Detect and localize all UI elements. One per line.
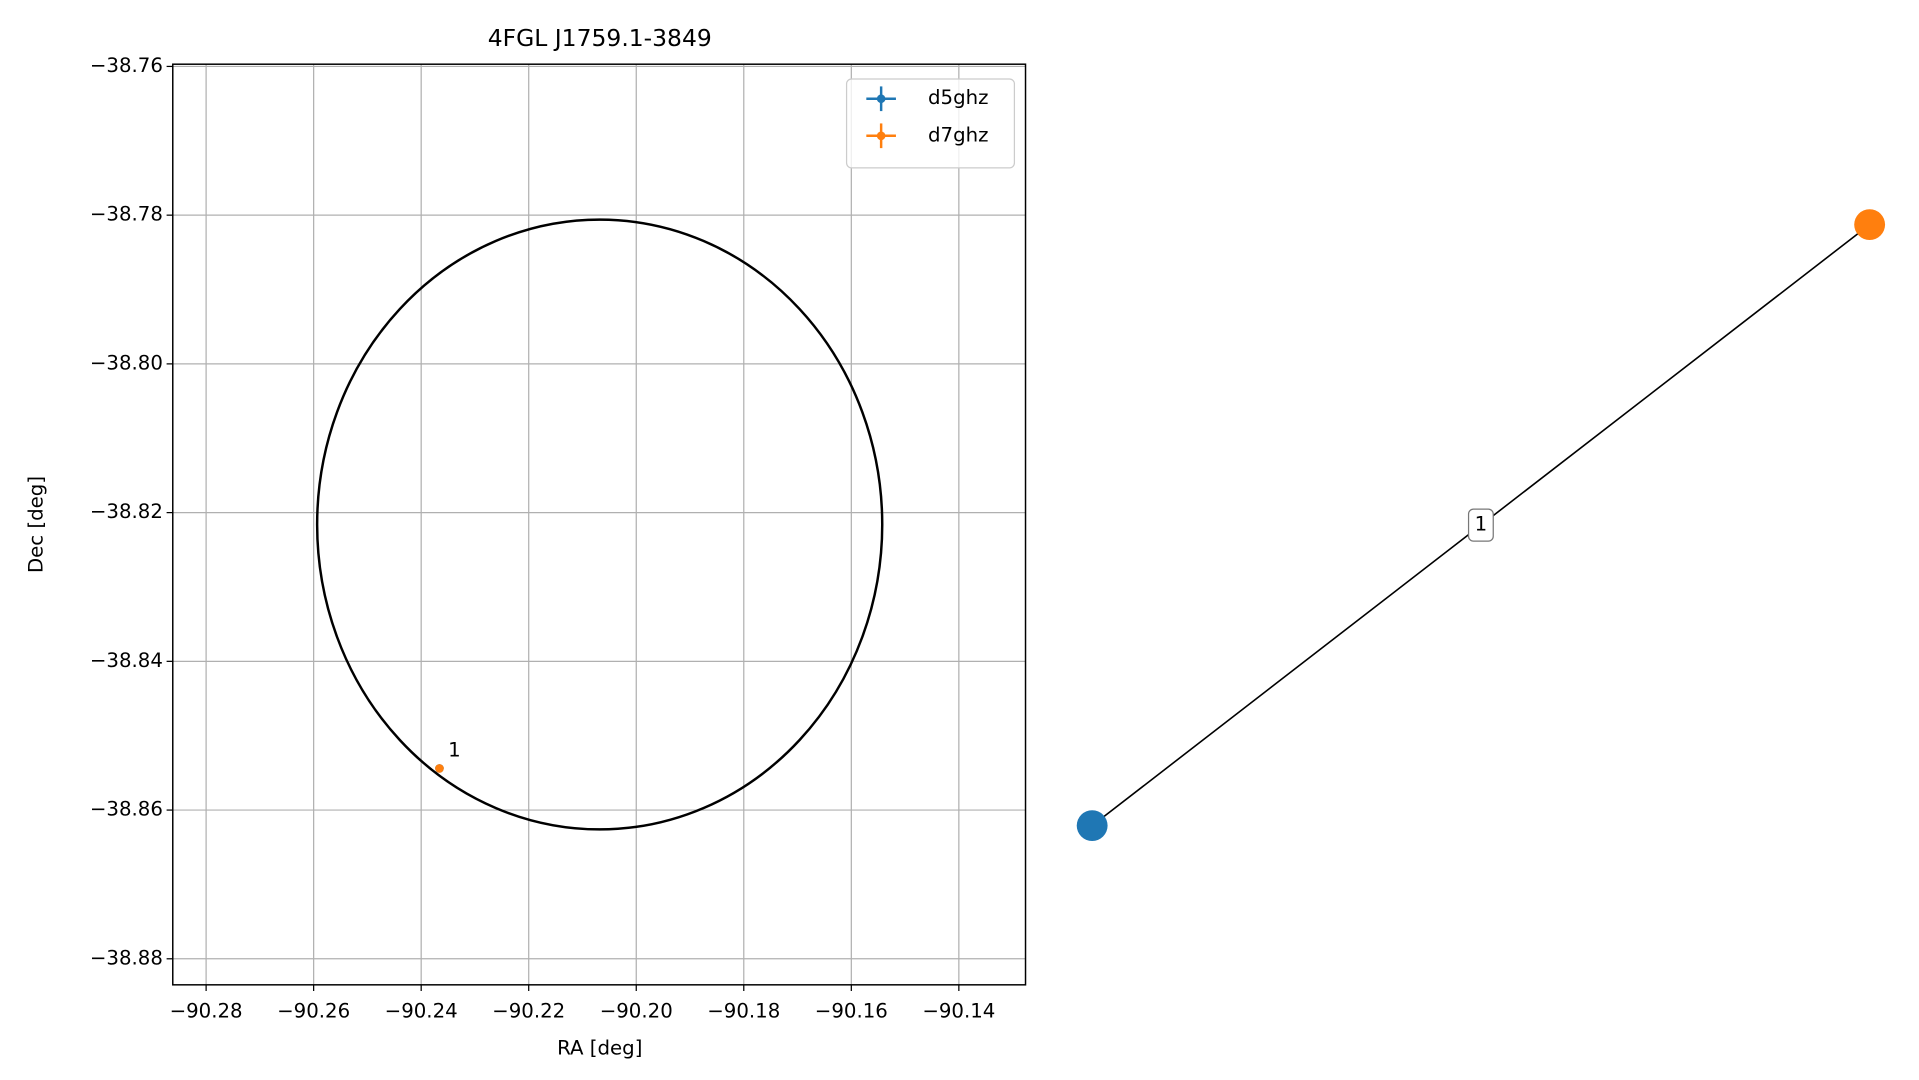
x-tick-label: −90.28 [170, 999, 243, 1022]
x-tick-label: −90.26 [277, 999, 350, 1022]
y-tick-label: −38.84 [90, 649, 163, 672]
x-tick-label: −90.22 [492, 999, 565, 1022]
legend-label: d5ghz [928, 86, 988, 109]
x-tick-label: −90.18 [707, 999, 780, 1022]
point-label: 1 [448, 739, 461, 762]
plot-frame [172, 63, 1027, 986]
edge-label-box [1467, 508, 1494, 542]
x-axis-label: RA [deg] [557, 1036, 642, 1059]
graph-node [1854, 209, 1886, 241]
x-tick-label: −90.16 [815, 999, 888, 1022]
y-tick-label: −38.76 [90, 54, 163, 77]
data-point [435, 764, 444, 773]
x-tick-label: −90.20 [600, 999, 673, 1022]
graph-node [1076, 810, 1108, 842]
chart-title: 4FGL J1759.1-3849 [488, 24, 712, 52]
y-axis-label: Dec [deg] [25, 476, 48, 573]
x-tick-label: −90.24 [385, 999, 458, 1022]
y-tick-label: −38.86 [90, 798, 163, 821]
y-tick-label: −38.88 [90, 946, 163, 969]
legend-marker [876, 131, 886, 141]
legend-label: d7ghz [928, 123, 988, 146]
legend-box [845, 78, 1016, 169]
error-ellipse [315, 218, 884, 831]
y-tick-label: −38.82 [90, 500, 163, 523]
x-tick-label: −90.14 [922, 999, 995, 1022]
y-tick-label: −38.80 [90, 351, 163, 374]
edge-label: 1 [1475, 513, 1488, 536]
legend-marker [876, 94, 886, 104]
y-tick-label: −38.78 [90, 203, 163, 226]
